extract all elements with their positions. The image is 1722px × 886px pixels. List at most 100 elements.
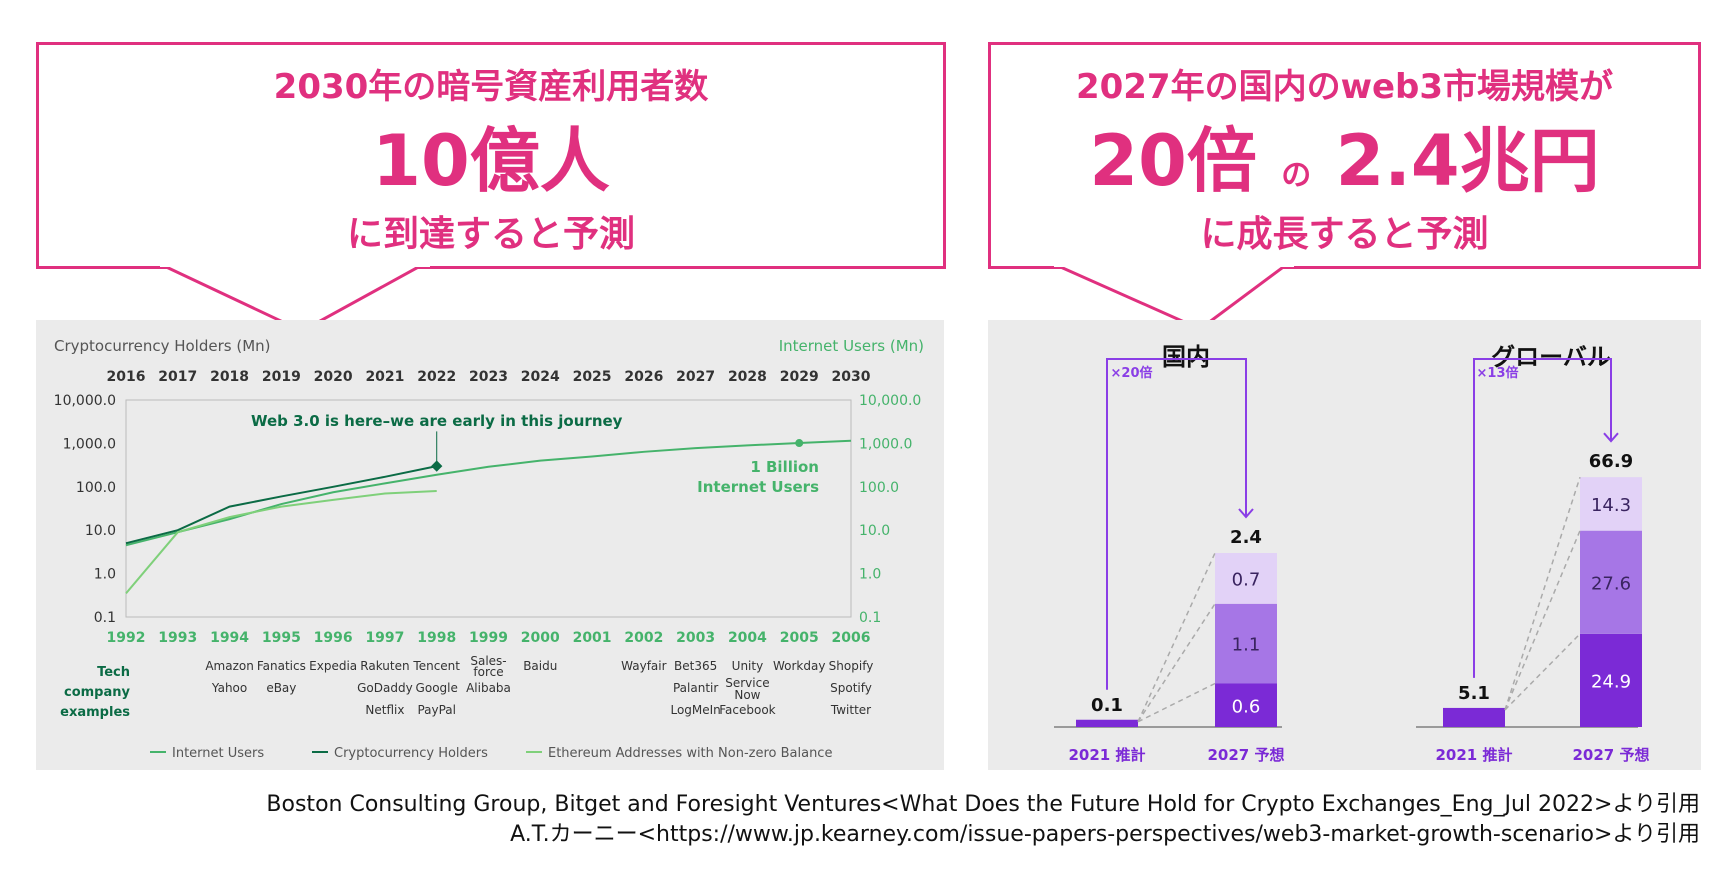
market-stacked-bar-chart: 国内 0.1 0.6 1.1 0.7 2.4 ×20倍 2021 推計 2027 予想 グローバル… (1054, 343, 1649, 764)
bottom-year-tick: 1998 (417, 630, 456, 646)
right-y-tick: 10.0 (859, 523, 890, 539)
arrow-head-icon (1238, 508, 1254, 519)
tech-company-name: Sales- (470, 654, 506, 668)
tech-company-name: LogMeIn (670, 703, 720, 717)
tech-examples-label: examples (60, 705, 130, 720)
adoption-chart-panel: Cryptocurrency Holders (Mn) Internet User… (36, 320, 944, 770)
tech-company-name: Facebook (719, 703, 775, 717)
right-y-tick: 1.0 (859, 567, 881, 583)
right-callout-multiplier: 20倍 (1089, 120, 1257, 202)
adoption-line-chart: Cryptocurrency Holders (Mn) Internet User… (54, 337, 924, 761)
right-callout-line1: 2027年の国内のweb3市場規模が (1075, 67, 1614, 107)
bottom-year-tick: 1995 (262, 630, 301, 646)
tech-company-name: Fanatics (257, 659, 306, 673)
tech-company-name: Service (725, 676, 769, 690)
billion-users-annotation: Internet Users (697, 478, 819, 496)
bar-2027-segment (1580, 477, 1642, 531)
bar-2027-segment (1215, 603, 1277, 684)
bottom-year-tick: 1994 (210, 630, 249, 646)
tech-company-name: force (473, 665, 503, 679)
right-axis-title: Internet Users (Mn) (779, 337, 924, 355)
bottom-year-tick: 1999 (469, 630, 508, 646)
category-label-2027: 2027 予想 (1208, 746, 1285, 764)
right-y-tick: 0.1 (859, 610, 881, 626)
top-year-tick: 2030 (832, 369, 871, 385)
bar-2027-segment-value: 0.7 (1232, 569, 1261, 590)
right-callout-headline: 20倍 の 2.4兆円 (991, 105, 1698, 206)
top-year-tick: 2029 (780, 369, 819, 385)
top-year-tick: 2028 (728, 369, 767, 385)
top-year-tick: 2023 (469, 369, 508, 385)
left-y-tick: 1,000.0 (63, 436, 116, 452)
tech-company-name: Unity (732, 659, 764, 673)
bottom-year-tick: 1996 (314, 630, 353, 646)
left-callout-headline: 10億人 (372, 120, 610, 202)
tech-examples-label: Tech (97, 665, 130, 680)
top-year-tick: 2016 (107, 369, 146, 385)
source-line-bcg: Boston Consulting Group, Bitget and Fore… (266, 792, 1700, 817)
top-year-tick: 2026 (624, 369, 663, 385)
dashed-connector (1504, 476, 1581, 711)
tech-company-name: Rakuten (360, 659, 409, 673)
tech-company-name: Yahoo (211, 681, 247, 695)
left-y-tick: 1.0 (94, 567, 116, 583)
top-year-tick: 2018 (210, 369, 249, 385)
left-callout-line1: 2030年の暗号資産利用者数 (273, 67, 709, 107)
tech-company-name: Palantir (673, 681, 718, 695)
bar-2027-segment (1215, 553, 1277, 604)
bottom-year-tick: 2002 (624, 630, 663, 646)
legend-label: Cryptocurrency Holders (334, 746, 488, 761)
bar-2027-segment (1580, 633, 1642, 727)
bottom-year-tick: 2005 (780, 630, 819, 646)
right-y-tick: 100.0 (859, 480, 899, 496)
crypto-2022-marker (431, 460, 443, 472)
bottom-year-tick: 2000 (521, 630, 560, 646)
bar-2027-segment-value: 0.6 (1232, 696, 1261, 717)
left-y-tick: 10.0 (85, 523, 116, 539)
left-y-tick: 100.0 (76, 480, 116, 496)
bottom-year-tick: 1993 (158, 630, 197, 646)
bottom-year-tick: 2001 (573, 630, 612, 646)
left-callout-line3: に到達すると予測 (346, 214, 635, 255)
tech-company-name: Amazon (205, 659, 254, 673)
left-axis-title: Cryptocurrency Holders (Mn) (54, 337, 271, 355)
tech-company-name: Workday (773, 659, 825, 673)
dashed-connector (1504, 530, 1581, 711)
bar-2027-segment-value: 1.1 (1232, 635, 1261, 656)
tech-company-name: Bet365 (674, 659, 717, 673)
legend-label: Internet Users (172, 746, 264, 761)
growth-bracket-arrow (1473, 358, 1612, 678)
tech-company-name: Alibaba (466, 681, 511, 695)
growth-bracket-arrow (1106, 358, 1247, 690)
bottom-year-tick: 2004 (728, 630, 767, 646)
top-year-tick: 2022 (417, 369, 456, 385)
market-group-title: グローバル (1491, 343, 1611, 371)
tech-company-name: Wayfair (621, 659, 666, 673)
tech-company-name: Netflix (365, 703, 404, 717)
crypto-holders-line (125, 465, 437, 545)
tech-company-name: Tencent (412, 659, 460, 673)
tech-company-name: Shopify (829, 659, 874, 673)
ethereum-addresses-line (125, 490, 437, 595)
tech-company-name: Expedia (309, 659, 357, 673)
top-year-tick: 2017 (158, 369, 197, 385)
dashed-connector (1137, 552, 1216, 723)
bar-2027-segment-value: 14.3 (1591, 495, 1631, 516)
tech-company-name: eBay (266, 681, 296, 695)
tech-company-name: Baidu (523, 659, 557, 673)
bar-2027-segment-value: 24.9 (1591, 671, 1631, 692)
tech-company-name: Now (734, 688, 760, 702)
top-year-tick: 2019 (262, 369, 301, 385)
top-year-tick: 2025 (573, 369, 612, 385)
right-callout-particle: の (1281, 158, 1312, 193)
growth-multiplier: ×13倍 (1477, 365, 1519, 381)
arrow-head-icon (1603, 432, 1619, 443)
bottom-year-tick: 2003 (676, 630, 715, 646)
market-group-title: 国内 (1162, 343, 1210, 371)
growth-multiplier: ×20倍 (1111, 365, 1153, 381)
bar-2027-segment (1215, 683, 1277, 727)
bar-2027-total: 2.4 (1230, 527, 1262, 548)
right-callout-pointer (1054, 265, 1294, 331)
right-callout-amount: 2.4兆円 (1335, 120, 1600, 202)
left-callout: 2030年の暗号資産利用者数 10億人 に到達すると予測 (36, 42, 946, 269)
